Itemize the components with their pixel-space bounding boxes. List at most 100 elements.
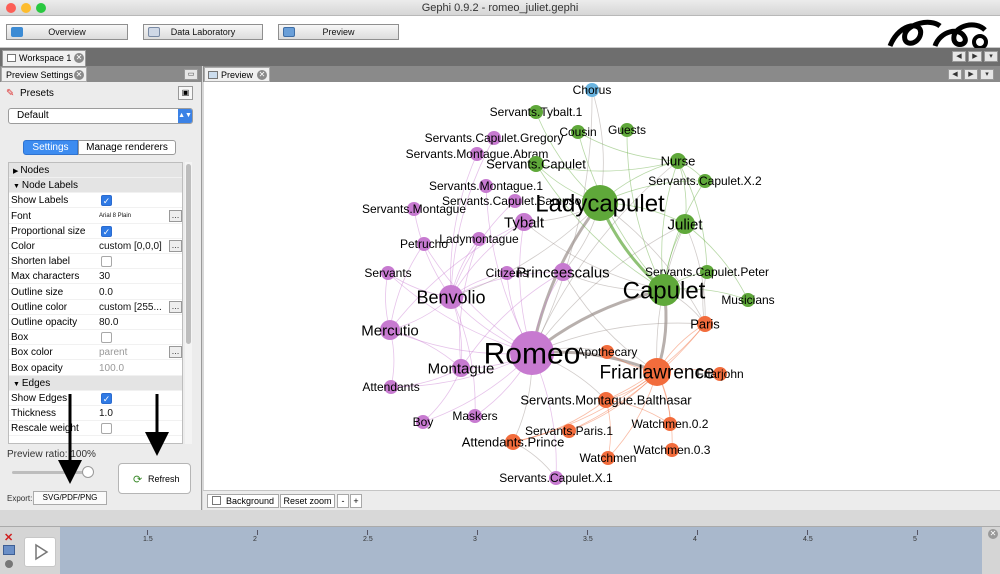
property-row-proportional-size[interactable]: Proportional size ✓ [9, 224, 182, 239]
background-checkbox[interactable] [212, 496, 221, 505]
node-circle[interactable] [598, 392, 614, 408]
play-button[interactable] [24, 537, 56, 567]
node-circle[interactable] [528, 156, 544, 172]
graph-node-friarjohn[interactable]: Friarjohn [696, 367, 744, 381]
graph-node-nurse[interactable]: Nurse [661, 153, 696, 169]
property-row-edges[interactable]: ▼ Edges [9, 375, 182, 391]
zoom-in-button[interactable]: + [350, 494, 362, 508]
graph-node-capulet[interactable]: Capulet [623, 274, 706, 306]
graph-node-servants-capulet[interactable]: Servants.Capulet [486, 156, 586, 172]
node-circle[interactable] [508, 194, 522, 208]
graph-node-ladymontague[interactable]: Ladymontague [439, 232, 519, 246]
graph-node-montague[interactable]: Montague [428, 359, 495, 377]
tab-settings[interactable]: Settings [23, 140, 78, 155]
graph-node-servants-montague-abram[interactable]: Servants.Montague.Abram [406, 147, 549, 161]
graph-node-servants-tybalt-1[interactable]: Servants.Tybalt.1 [490, 105, 583, 119]
property-value[interactable]: 30 [99, 271, 111, 283]
property-value[interactable]: parent [99, 347, 128, 359]
property-row-shorten-label[interactable]: Shorten label [9, 254, 182, 270]
node-circle[interactable] [585, 83, 599, 97]
close-preview-settings-icon[interactable]: ✕ [74, 70, 84, 80]
node-circle[interactable] [417, 237, 431, 251]
graph-node-servants-capulet-x-2[interactable]: Servants.Capulet.X.2 [648, 174, 762, 188]
graph-node-tybalt[interactable]: Tybalt [504, 213, 545, 231]
node-circle[interactable] [571, 125, 585, 139]
workspace-tab[interactable]: Workspace 1 ✕ [2, 50, 86, 66]
graph-node-maskers[interactable]: Maskers [452, 409, 498, 423]
node-circle[interactable] [700, 265, 714, 279]
node-circle[interactable] [515, 213, 533, 231]
node-circle[interactable] [643, 358, 671, 386]
network-graph[interactable]: Chorus Servants.Tybalt.1 Cousin Guests Serva… [204, 82, 1000, 490]
property-row-outline-opacity[interactable]: Outline opacity 80.0 [9, 315, 182, 330]
property-row-show-edges[interactable]: Show Edges ✓ [9, 391, 182, 406]
graph-node-paris[interactable]: Paris [690, 316, 720, 332]
graph-node-servants-paris-1[interactable]: Servants.Paris.1 [525, 424, 613, 438]
graph-node-apothecary[interactable]: Apothecary [577, 345, 638, 359]
node-circle[interactable] [648, 274, 680, 306]
property-row-font[interactable]: Font Arial 8 Plain… [9, 209, 182, 224]
graph-node-servants-capulet-peter[interactable]: Servants.Capulet.Peter [645, 265, 769, 279]
timeline-chart-icon[interactable] [3, 545, 15, 555]
preview-settings-tab[interactable]: Preview Settings ✕ [1, 67, 87, 82]
graph-node-ladycapulet[interactable]: Ladycapulet [535, 185, 665, 221]
preset-select[interactable]: Default ▲▼ [8, 108, 193, 124]
property-row-box-color[interactable]: Box color parent… [9, 345, 182, 361]
property-value[interactable]: custom [255... [99, 301, 162, 313]
graph-node-juliet[interactable]: Juliet [667, 214, 703, 234]
property-value[interactable]: Arial 8 Plain [99, 212, 132, 219]
node-circle[interactable] [479, 179, 493, 193]
property-row-nodes[interactable]: ▶ Nodes [9, 163, 182, 178]
node-circle[interactable] [468, 409, 482, 423]
property-row-outline-color[interactable]: Outline color custom [255...… [9, 300, 182, 315]
ellipsis-button[interactable]: … [169, 300, 182, 313]
box-checkbox[interactable] [101, 332, 112, 344]
workspace-scroll-right-icon[interactable]: ▶ [968, 51, 982, 62]
graph-node-benvolio[interactable]: Benvolio [416, 285, 486, 309]
close-timeline-panel-icon[interactable]: ✕ [988, 529, 998, 539]
panel-minimize-icon[interactable]: ▭ [184, 69, 198, 80]
property-row-max-characters[interactable]: Max characters 30 [9, 269, 182, 285]
node-circle[interactable] [663, 417, 677, 431]
chevron-down-icon[interactable]: ▼ [13, 380, 22, 388]
ellipsis-button[interactable]: … [169, 240, 182, 252]
minimize-window-button[interactable] [21, 3, 31, 13]
close-timeline-icon[interactable]: ✕ [4, 532, 14, 544]
node-circle[interactable] [713, 367, 727, 381]
graph-node-mercutio[interactable]: Mercutio [361, 320, 419, 340]
node-circle[interactable] [500, 266, 514, 280]
proportional-size-checkbox[interactable]: ✓ [101, 225, 112, 237]
graph-node-servants-montague-balthasar[interactable]: Servants.Montague.Balthasar [520, 392, 692, 408]
node-circle[interactable] [675, 214, 695, 234]
scrollbar-thumb[interactable] [186, 164, 191, 344]
property-row-thickness[interactable]: Thickness 1.0 [9, 406, 182, 422]
graph-node-guests[interactable]: Guests [608, 123, 646, 137]
workspace-menu-icon[interactable]: ▾ [984, 51, 998, 62]
node-circle[interactable] [549, 471, 563, 485]
node-circle[interactable] [452, 359, 470, 377]
node-circle[interactable] [698, 174, 712, 188]
preview-mode-button[interactable]: Preview [278, 24, 399, 40]
property-row-show-labels[interactable]: Show Labels ✓ [9, 193, 182, 209]
preview-scroll-right-icon[interactable]: ▶ [964, 69, 978, 80]
close-window-button[interactable] [6, 3, 16, 13]
node-circle[interactable] [582, 185, 618, 221]
graph-node-watchmen-0-3[interactable]: Watchmen.0.3 [634, 443, 711, 457]
graph-node-servants[interactable]: Servants [364, 266, 412, 280]
workspace-scroll-left-icon[interactable]: ◀ [952, 51, 966, 62]
close-workspace-icon[interactable]: ✕ [74, 53, 84, 63]
preview-ratio-slider-knob[interactable] [82, 466, 94, 478]
node-circle[interactable] [741, 293, 755, 307]
graph-node-servants-montague[interactable]: Servants.Montague [362, 202, 466, 216]
node-circle[interactable] [384, 380, 398, 394]
property-value[interactable]: 0.0 [99, 286, 113, 298]
graph-node-watchmen-0-2[interactable]: Watchmen.0.2 [632, 417, 709, 431]
node-circle[interactable] [380, 320, 400, 340]
rescale-weight-checkbox[interactable] [101, 423, 112, 435]
node-circle[interactable] [600, 345, 614, 359]
node-circle[interactable] [505, 434, 521, 450]
zoom-window-button[interactable] [36, 3, 46, 13]
show-labels-checkbox[interactable]: ✓ [101, 195, 112, 207]
property-row-outline-size[interactable]: Outline size 0.0 [9, 285, 182, 300]
property-value[interactable]: 100.0 [99, 362, 125, 374]
